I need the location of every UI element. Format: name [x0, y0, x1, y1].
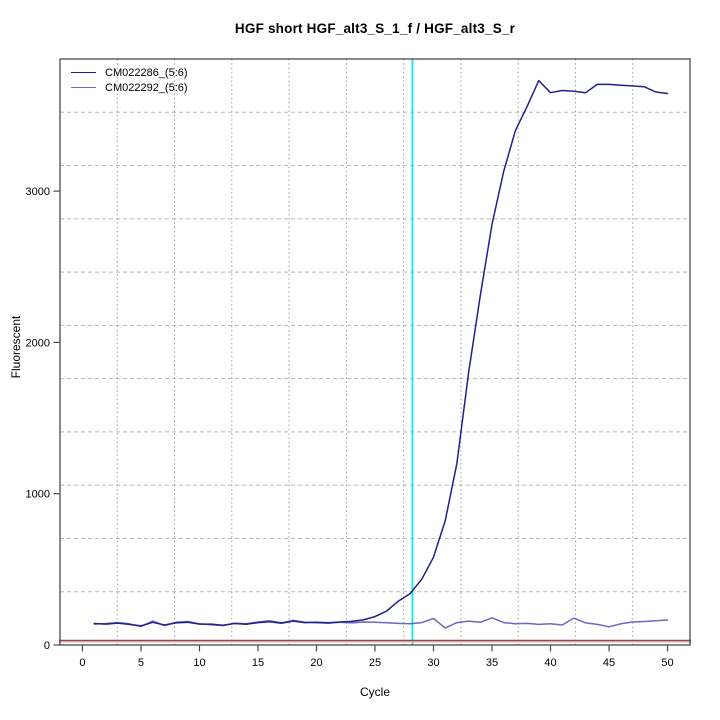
- x-tick-label: 25: [369, 657, 381, 669]
- x-tick-label: 30: [427, 657, 439, 669]
- x-tick-label: 45: [603, 657, 615, 669]
- x-tick-label: 5: [138, 657, 144, 669]
- y-axis-title: Fluorescent: [9, 315, 23, 379]
- legend-item: CM022292_(5:6): [71, 80, 188, 95]
- x-tick-label: 20: [310, 657, 322, 669]
- legend-label: CM022286_(5:6): [105, 66, 188, 79]
- x-tick-label: 50: [661, 657, 673, 669]
- legend: CM022286_(5:6) CM022292_(5:6): [71, 65, 188, 95]
- x-tick-label: 35: [486, 657, 498, 669]
- chart-title: HGF short HGF_alt3_S_1_f / HGF_alt3_S_r: [234, 21, 516, 36]
- legend-label: CM022292_(5:6): [105, 81, 188, 94]
- legend-line-sample-icon: [71, 87, 96, 88]
- x-tick-label: 40: [544, 657, 556, 669]
- y-tick-label: 2000: [26, 337, 50, 349]
- x-axis-title: Cycle: [359, 685, 390, 699]
- series-line: [93, 79, 669, 627]
- x-tick-label: 15: [252, 657, 264, 669]
- x-tick-label: 0: [79, 657, 85, 669]
- legend-item: CM022286_(5:6): [71, 65, 188, 80]
- y-tick-label: 3000: [26, 186, 50, 198]
- legend-line-sample-icon: [71, 72, 96, 73]
- y-tick-label: 1000: [26, 489, 50, 501]
- y-tick-label: 0: [44, 640, 50, 652]
- plot-border: [59, 58, 691, 646]
- x-tick-label: 10: [193, 657, 205, 669]
